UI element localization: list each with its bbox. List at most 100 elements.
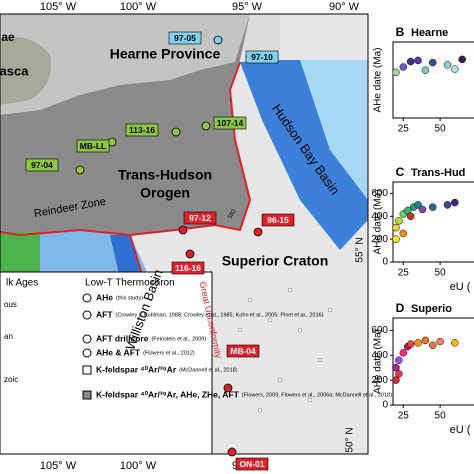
sample-tag [213, 116, 247, 130]
data-point [392, 363, 400, 372]
y-tick-label: 400 [371, 211, 388, 222]
sample-label: 113-16 [129, 125, 155, 135]
data-point [414, 56, 422, 65]
legend-ref: (this study) [116, 295, 143, 301]
panel-title: Trans-Hud [411, 167, 465, 179]
legend-symbol [82, 293, 92, 303]
legend-symbol [82, 348, 92, 358]
other-site [327, 307, 333, 313]
legend-ref: (Feinstein et al., 2009) [151, 336, 206, 342]
legend-label: AHe & AFT [96, 347, 141, 357]
y-axis-label: AHe date (Ma) [373, 329, 384, 394]
y-tick-label: 600 [371, 325, 388, 336]
x-tick-label: 50 [435, 411, 447, 422]
y-tick-label: 200 [371, 375, 388, 386]
y-axis-label: AHe date (Ma) [373, 189, 384, 254]
data-point [392, 235, 400, 243]
sample-label: ON-01 [239, 459, 264, 469]
data-point [414, 339, 422, 347]
data-point [395, 370, 403, 378]
legend-ref: (Flowers et al., 2012) [143, 350, 195, 356]
legend-ref: (Flowers, 2009; Flowers et al., 2006a; M… [242, 392, 392, 398]
legend-item: ous [4, 300, 17, 309]
sample-tag [183, 211, 217, 225]
data-point [429, 203, 437, 211]
x-tick-label: 25 [398, 411, 410, 422]
athabasca [0, 37, 51, 106]
other-site [257, 407, 263, 413]
data-point [395, 217, 403, 225]
legend-symbol [82, 365, 92, 375]
y-axis-label: AHe date (Ma) [373, 47, 384, 112]
other-site [247, 297, 253, 303]
panel-frame [392, 41, 474, 119]
sample-label: MB-LL [80, 141, 106, 151]
sample-label: 96-15 [267, 215, 289, 225]
y-tick-label: 200 [371, 234, 388, 245]
legend-box [0, 271, 213, 455]
other-site [317, 357, 323, 363]
legend-ref: (McDannell et al., 2018) [179, 367, 238, 373]
legend-item: an [4, 332, 13, 341]
data-point [451, 65, 459, 73]
data-point [392, 68, 400, 77]
sample-marker [75, 165, 85, 175]
sample-label: 97-12 [189, 213, 211, 223]
panel-frame [392, 181, 474, 263]
legend-label: AHe [96, 292, 113, 302]
data-point [395, 356, 403, 365]
panel-title: Superio [411, 303, 452, 315]
data-point [406, 212, 415, 221]
y-tick-label: 0 [382, 257, 388, 268]
data-point [421, 66, 430, 74]
sample-marker [223, 383, 233, 393]
panel-title: Hearne [411, 27, 448, 39]
data-point [399, 229, 408, 238]
sample-label: 97-05 [174, 33, 196, 43]
panel-letter: C [396, 165, 405, 179]
sample-tag [125, 123, 159, 137]
sample-tag [76, 139, 110, 153]
sample-label: 107-14 [217, 118, 244, 128]
x-axis-label: eU ( [450, 424, 471, 436]
x-tick-label: 25 [398, 124, 410, 135]
legend-label: K-feldspar ⁴⁰Ar/³⁹Ar, AHe, ZHe, AFT [96, 389, 240, 399]
data-point [451, 339, 459, 347]
y-tick-label: 0 [382, 400, 388, 411]
x-axis-label: eU ( [450, 281, 471, 293]
sample-marker [171, 127, 181, 137]
lon-label: 90° W [329, 1, 360, 13]
sample-label: 97-04 [31, 160, 53, 170]
region-label: 592 [227, 208, 238, 220]
data-point [406, 340, 415, 348]
hudson-light [300, 60, 368, 200]
sample-tag [168, 31, 202, 45]
legend-symbol [82, 390, 92, 400]
other-site [277, 377, 283, 383]
lon-label: 105° W [40, 460, 77, 472]
legend-ref: (Crowley & Kuhlman, 1988; Crowley et al.… [116, 312, 324, 318]
x-tick-label: 50 [435, 268, 447, 279]
lon-label: 100° W [120, 1, 157, 13]
lon-label: 105° W [40, 1, 77, 13]
legend-title: lk Ages [6, 278, 38, 289]
y-tick-label: 600 [371, 188, 388, 199]
sample-tag [245, 50, 279, 64]
region-label: ae [1, 30, 15, 44]
data-point [392, 223, 400, 232]
lon-label: 100° W [120, 460, 157, 472]
data-point [399, 63, 408, 71]
region-label: asca [0, 63, 29, 78]
other-site [287, 287, 293, 293]
other-site [237, 327, 243, 333]
panel-letter: B [396, 25, 405, 39]
sample-label: 116-16 [175, 263, 201, 273]
lon-label: 95° W [232, 1, 263, 13]
lat-label: 55° N [355, 237, 366, 262]
lat-label: 50° N [345, 427, 356, 452]
data-point [436, 337, 444, 346]
legend-symbol [82, 310, 92, 320]
sample-marker [227, 447, 237, 457]
other-site [297, 327, 303, 333]
